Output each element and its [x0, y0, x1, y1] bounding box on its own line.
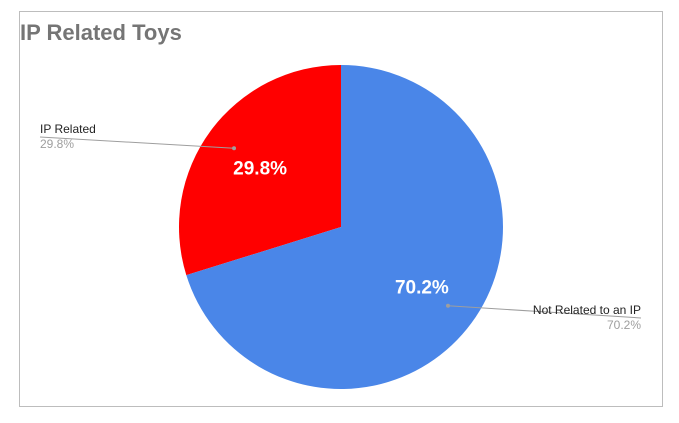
pie-slice-ip-related [179, 65, 341, 276]
slice-percent-label: 70.2% [395, 278, 449, 299]
callout-line [447, 305, 642, 319]
slice-percent-label: 29.8% [233, 158, 287, 179]
callout-name: IP Related [40, 122, 96, 136]
callout-percent: 29.8% [40, 137, 74, 151]
chart-title: IP Related Toys [20, 20, 182, 45]
pie-slice-not-related-to-an-ip [186, 65, 503, 389]
callout-line [39, 136, 235, 149]
callout-name: Not Related to an IP [533, 303, 641, 317]
callout-percent: 70.2% [607, 318, 641, 332]
